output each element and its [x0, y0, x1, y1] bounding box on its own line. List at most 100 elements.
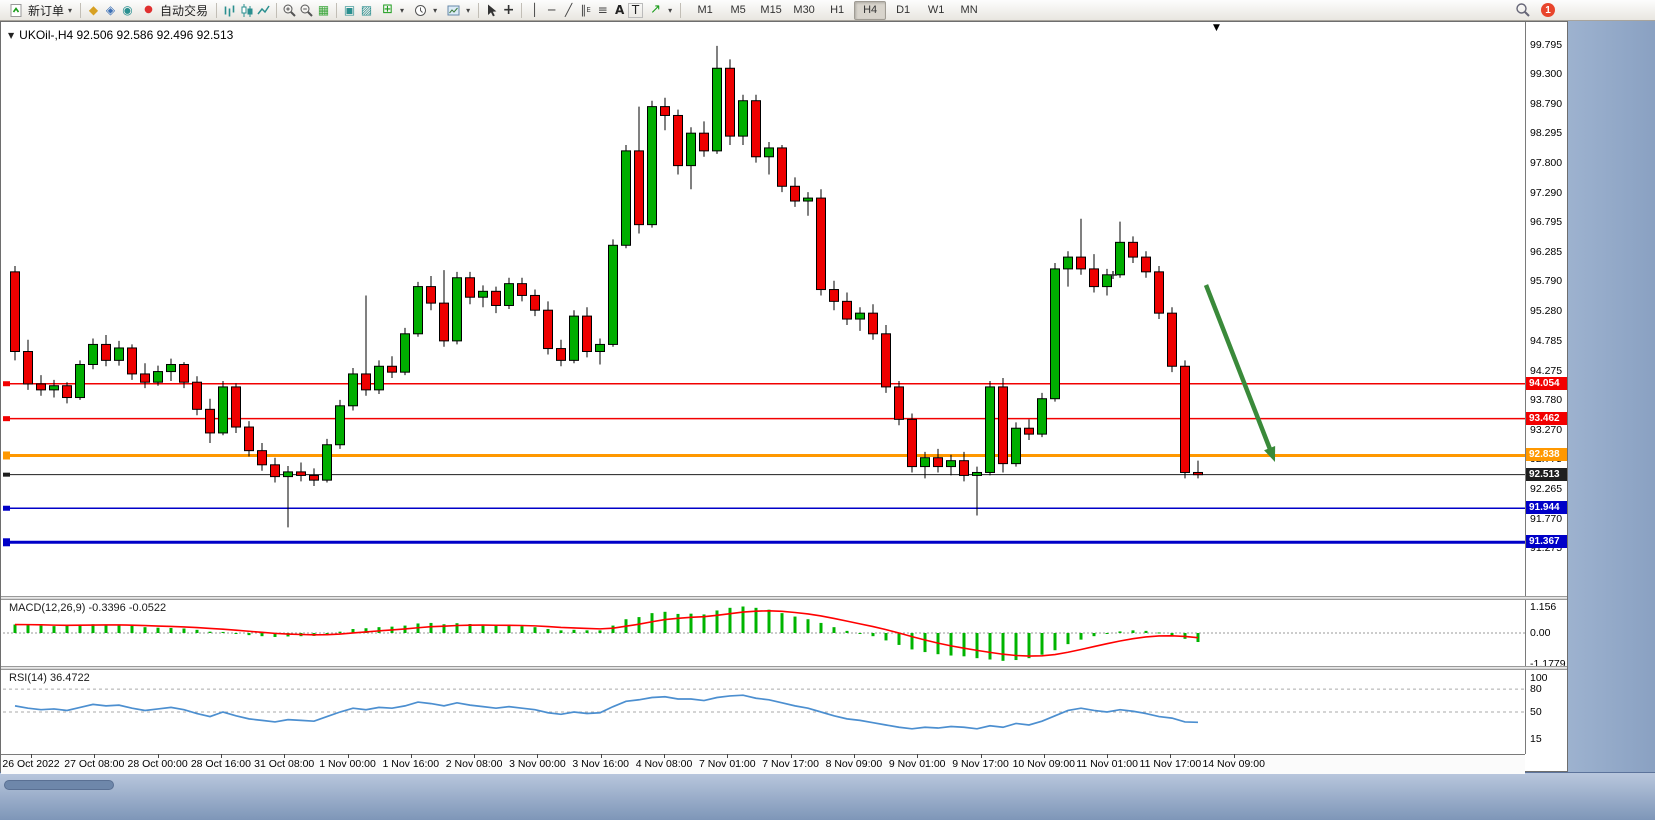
- price-line-tag: 91.367: [1526, 535, 1567, 549]
- rsi-splitter[interactable]: [1, 666, 1567, 670]
- templates-dropdown[interactable]: ▾: [441, 1, 474, 19]
- time-axis-tick: [347, 754, 349, 758]
- channel-glyph: ∥: [580, 3, 587, 17]
- time-axis-label: 14 Nov 09:00: [1202, 758, 1265, 770]
- crosshair-icon[interactable]: +: [502, 2, 515, 18]
- price-axis-label: 95.790: [1530, 275, 1563, 288]
- timeframe-toolbar: M1 M5 M15 M30 H1 H4 D1 W1 MN: [689, 0, 985, 20]
- clock-icon: [412, 2, 429, 18]
- equidistant-channel-icon[interactable]: ∥ E: [577, 2, 594, 18]
- trendline-icon[interactable]: ╱: [564, 3, 573, 17]
- navigator-icon[interactable]: ◉: [122, 3, 133, 17]
- horizontal-line-icon[interactable]: ─: [547, 3, 556, 17]
- price-line-tag: 92.838: [1526, 448, 1567, 462]
- price-axis-label: 97.290: [1530, 186, 1563, 199]
- rsi-panel-canvas[interactable]: [3, 670, 1527, 754]
- macd-panel-canvas[interactable]: [3, 600, 1527, 666]
- rsi-indicator-name: RSI(14): [9, 672, 47, 684]
- price-axis-label: 91.770: [1530, 512, 1563, 525]
- timeframe-button-M30[interactable]: M30: [793, 4, 815, 16]
- price-axis-label: 92.265: [1530, 483, 1563, 496]
- time-axis-label: 1 Nov 00:00: [319, 758, 376, 770]
- chart-profile-icon[interactable]: ◆: [88, 3, 99, 17]
- chart-shift-marker[interactable]: ▼: [1213, 23, 1220, 33]
- zoom-out-icon[interactable]: [298, 2, 315, 18]
- shapes-dropdown[interactable]: ↗ ▾: [643, 1, 676, 19]
- price-axis-label: 94.275: [1530, 364, 1563, 377]
- timeframe-button-M15[interactable]: M15: [760, 4, 782, 16]
- indicators-dropdown[interactable]: ⊞ ▾: [375, 1, 408, 19]
- time-axis-label: 9 Nov 17:00: [952, 758, 1009, 770]
- rsi-axis-label: 50: [1530, 705, 1542, 718]
- rsi-value: 36.4722: [49, 672, 90, 684]
- symbol-title-bar: ▼ UKOil-,H4 92.506 92.586 92.496 92.513: [8, 28, 233, 42]
- timeframe-button-H1[interactable]: H1: [830, 4, 845, 16]
- channel-sub-glyph: E: [586, 6, 591, 14]
- bar-chart-icon[interactable]: [221, 2, 238, 18]
- price-axis-label: 97.800: [1530, 156, 1563, 169]
- time-axis-tick: [1170, 754, 1172, 758]
- time-axis-tick: [474, 754, 476, 758]
- time-axis-tick: [94, 754, 96, 758]
- chevron-down-icon: ▾: [668, 5, 673, 15]
- time-axis-label: 11 Nov 01:00: [1076, 758, 1138, 770]
- timeframe-button-M1[interactable]: M1: [697, 4, 713, 16]
- divider: [521, 2, 523, 18]
- price-axis-label: 99.300: [1530, 68, 1563, 81]
- right-dock-area: [1568, 21, 1655, 772]
- price-axis-label: 94.785: [1530, 334, 1563, 347]
- new-order-button[interactable]: 新订单 ▾: [4, 1, 76, 19]
- time-axis-label: 9 Nov 01:00: [888, 758, 946, 770]
- price-chart-canvas[interactable]: [3, 24, 1527, 596]
- zoom-in-icon[interactable]: [281, 2, 298, 18]
- time-axis-tick: [600, 754, 602, 758]
- text-tool-icon[interactable]: A: [614, 3, 625, 17]
- timeframe-button-D1[interactable]: D1: [896, 4, 911, 16]
- macd-splitter[interactable]: [1, 596, 1567, 600]
- time-axis[interactable]: [1, 754, 1525, 774]
- symbol-ohlc-info: UKOil-,H4 92.506 92.586 92.496 92.513: [19, 28, 234, 42]
- periods-dropdown[interactable]: ▾: [408, 1, 441, 19]
- search-icon[interactable]: [1514, 2, 1531, 18]
- chevron-down-icon: ▾: [68, 5, 73, 15]
- price-axis-label: 96.285: [1530, 246, 1563, 259]
- divider: [680, 2, 682, 18]
- timeframe-button-W1[interactable]: W1: [927, 4, 945, 16]
- price-axis-label: 96.795: [1530, 215, 1563, 228]
- autotrading-button[interactable]: ● 自动交易: [136, 1, 212, 19]
- price-line-tag: 92.513: [1526, 467, 1567, 481]
- tile-windows-icon[interactable]: ▦: [317, 3, 330, 17]
- time-axis-tick: [284, 754, 286, 758]
- profiles-icon[interactable]: ▨: [360, 3, 373, 17]
- label-tool-icon[interactable]: T: [628, 2, 644, 18]
- divider: [336, 2, 338, 18]
- candlestick-chart-icon[interactable]: [238, 2, 255, 18]
- rsi-axis-label: 15: [1530, 732, 1542, 745]
- timeframe-button-M5[interactable]: M5: [730, 4, 746, 16]
- timeframe-button-H4[interactable]: H4: [854, 0, 887, 20]
- timeframe-button-MN[interactable]: MN: [960, 4, 978, 16]
- arrow-shape-icon: ↗: [650, 2, 662, 17]
- symbol-dropdown-icon[interactable]: ▼: [8, 30, 15, 40]
- price-axis-label: 93.780: [1530, 393, 1563, 406]
- cursor-icon[interactable]: [483, 2, 500, 18]
- divider: [478, 2, 480, 18]
- horizontal-scrollbar-thumb[interactable]: [4, 780, 114, 790]
- time-axis-tick: [664, 754, 665, 758]
- time-axis-tick: [790, 754, 792, 758]
- macd-axis-label: 1.156: [1530, 601, 1557, 613]
- vertical-line-icon[interactable]: │: [530, 3, 539, 17]
- time-axis-label: 11 Nov 17:00: [1139, 758, 1202, 770]
- time-axis-tick: [31, 754, 32, 758]
- notification-badge[interactable]: 1: [1541, 3, 1555, 17]
- rsi-axis-label: 100: [1530, 672, 1548, 684]
- line-chart-icon[interactable]: [255, 2, 272, 18]
- data-window-icon[interactable]: ◈: [105, 3, 116, 17]
- fibonacci-icon[interactable]: ≡: [597, 3, 608, 17]
- new-chart-icon[interactable]: ▣: [343, 3, 356, 17]
- time-axis-label: 3 Nov 16:00: [572, 758, 629, 770]
- autotrading-label: 自动交易: [160, 3, 209, 18]
- rsi-axis-label: 80: [1530, 683, 1542, 696]
- time-axis-label: 28 Oct 16:00: [190, 758, 251, 770]
- divider: [216, 2, 218, 18]
